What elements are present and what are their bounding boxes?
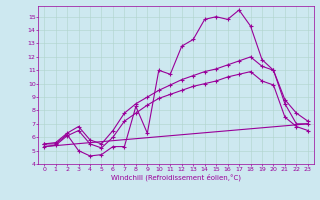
X-axis label: Windchill (Refroidissement éolien,°C): Windchill (Refroidissement éolien,°C) (111, 173, 241, 181)
